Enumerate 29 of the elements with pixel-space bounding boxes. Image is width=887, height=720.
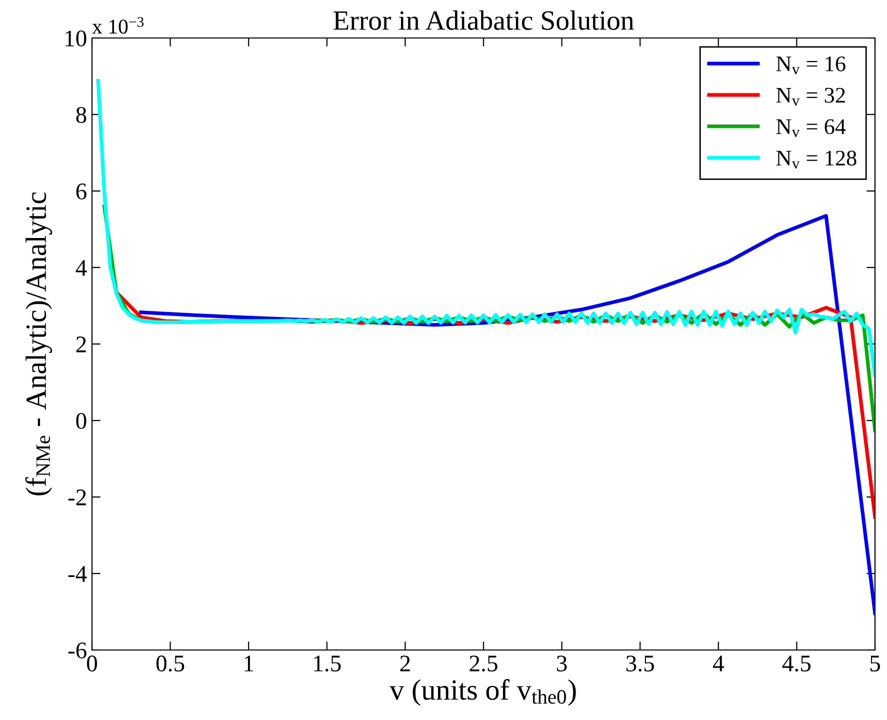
y-tick-label: 0 xyxy=(76,412,86,429)
y-tick-label: -6 xyxy=(68,642,86,658)
legend-label: N$_{v}$ = 16 xyxy=(776,56,846,74)
chart-title: Error in Adiabatic Solution xyxy=(333,10,634,30)
y-tick-label: -2 xyxy=(68,490,86,506)
y-tick-label: 10 xyxy=(66,30,86,46)
y-tick-label: -4 xyxy=(68,566,87,582)
y-tick-label: 2 xyxy=(76,336,86,352)
x-axis-title: v (units of v$_{the0}$) xyxy=(390,679,576,706)
legend-label: N$_{v}$ = 64 xyxy=(776,119,846,138)
x-tick-label: 3.5 xyxy=(626,656,654,672)
x-tick-label: 0 xyxy=(86,656,98,672)
legend-label: N$_{v}$ = 128 xyxy=(776,150,856,169)
line-series xyxy=(96,79,875,378)
x-tick-label: 4.5 xyxy=(782,656,811,672)
y-tick-label: 6 xyxy=(76,184,86,200)
y-tick-label: 4 xyxy=(76,260,87,276)
text: x 10$^{−3}$ xyxy=(92,17,144,34)
legend-label: N$_{v}$ = 32 xyxy=(776,88,845,106)
x-tick-label: 0.5 xyxy=(156,656,184,672)
y-axis-title: (f$_{NMe}$ - Analytic)/Analytic xyxy=(25,192,52,496)
x-tick-label: 4 xyxy=(712,656,724,672)
x-tick-label: 1 xyxy=(244,656,254,672)
y-tick-label: 8 xyxy=(76,106,86,123)
x-tick-label: 2.5 xyxy=(470,656,498,672)
x-tick-label: 5 xyxy=(870,656,880,672)
x-tick-label: 1.5 xyxy=(314,656,341,672)
x-tick-label: 3 xyxy=(557,656,567,672)
x-tick-label: 2 xyxy=(400,656,410,672)
